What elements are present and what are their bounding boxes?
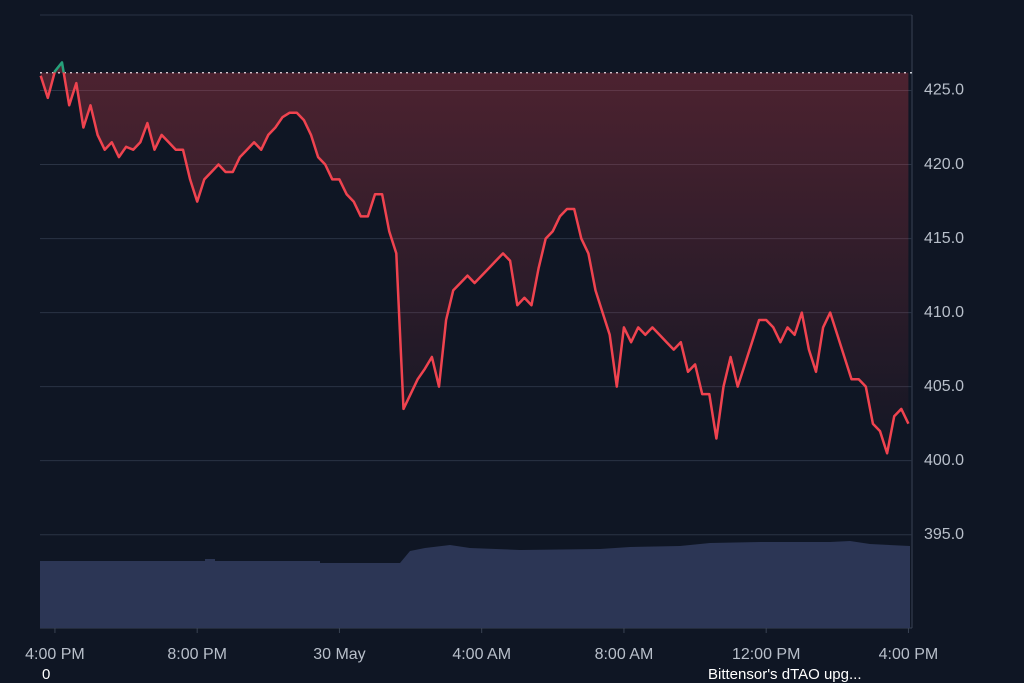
x-tick-label: 8:00 PM [167, 646, 227, 663]
y-tick-label: 420.0 [924, 156, 964, 173]
y-tick-label: 405.0 [924, 378, 964, 395]
y-tick-label: 400.0 [924, 452, 964, 469]
y-tick-label: 410.0 [924, 304, 964, 321]
area-fill [40, 62, 909, 454]
annotation: Bittensor's dTAO upg... [708, 666, 862, 683]
y-tick-label: 395.0 [924, 526, 964, 543]
x-tick-label: 4:00 PM [25, 646, 85, 663]
annotation: 0 [42, 666, 50, 683]
x-tick-label: 4:00 AM [452, 646, 511, 663]
volume-bars [40, 541, 910, 628]
y-tick-label: 415.0 [924, 230, 964, 247]
x-tick-label: 8:00 AM [595, 646, 654, 663]
y-tick-label: 425.0 [924, 82, 964, 99]
price-line [39, 61, 910, 455]
x-tick-label: 30 May [313, 646, 365, 663]
x-tick-label: 12:00 PM [732, 646, 800, 663]
plot-layer: 395.0 400.0 405.0 410.0 415.0 420.0 425.0 4:00 … [25, 61, 964, 663]
x-tick-label: 4:00 PM [879, 646, 939, 663]
